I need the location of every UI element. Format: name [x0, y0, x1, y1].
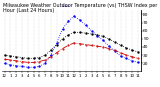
Text: Milwaukee Weather Outdoor Temperature (vs) THSW Index per Hour (Last 24 Hours): Milwaukee Weather Outdoor Temperature (v… [3, 3, 158, 13]
